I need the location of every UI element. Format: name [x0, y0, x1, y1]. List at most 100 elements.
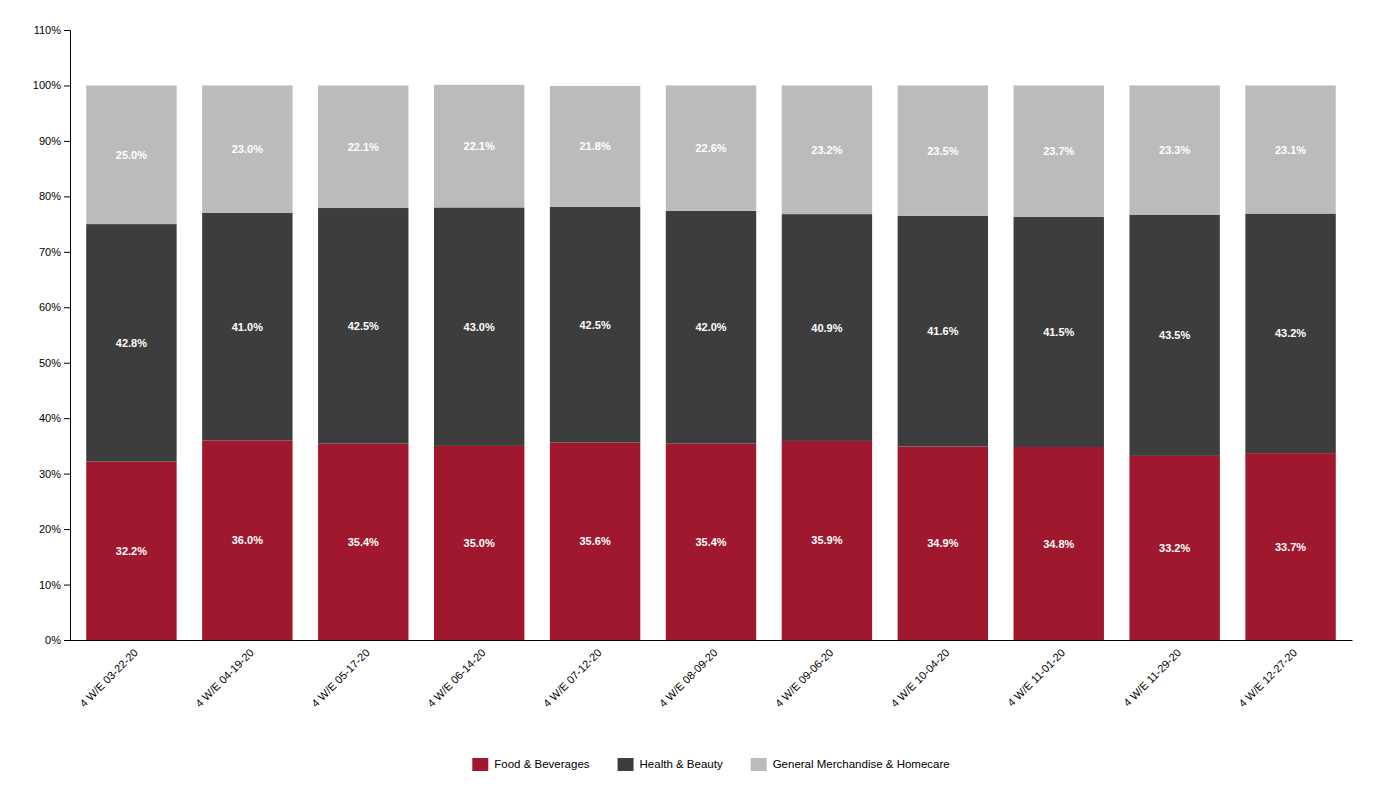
- data-label: 41.0%: [232, 321, 263, 333]
- data-label: 42.0%: [695, 321, 726, 333]
- x-tick-label: 4 W/E 08-09-20: [657, 646, 720, 709]
- y-tick-mark: [64, 141, 70, 142]
- y-tick: 80%: [39, 190, 70, 202]
- x-tick: 4 W/E 11-29-20: [1121, 640, 1183, 709]
- y-tick: 110%: [34, 24, 70, 36]
- bar-segment: [1014, 447, 1104, 640]
- data-label: 41.6%: [927, 325, 958, 337]
- bar-segment: [86, 85, 176, 224]
- data-label: 34.8%: [1043, 538, 1074, 550]
- bar-segment: [782, 85, 872, 214]
- data-label: 25.0%: [116, 149, 147, 161]
- y-tick: 70%: [39, 246, 70, 258]
- data-label: 32.2%: [116, 545, 147, 557]
- y-tick: 100%: [33, 79, 70, 91]
- legend-item: General Merchandise & Homecare: [751, 758, 950, 771]
- bar-segment: [202, 440, 292, 640]
- data-label: 35.4%: [348, 536, 379, 548]
- bar-segment: [434, 446, 524, 640]
- y-tick-label: 50%: [39, 357, 61, 369]
- legend-item: Health & Beauty: [618, 758, 723, 771]
- y-tick: 40%: [39, 412, 70, 424]
- bar-segment: [1129, 85, 1219, 214]
- series-bars: [86, 207, 1336, 462]
- y-tick-mark: [64, 640, 70, 641]
- data-label: 23.5%: [927, 145, 958, 157]
- bar-segment: [782, 214, 872, 441]
- data-label: 36.0%: [232, 534, 263, 546]
- bar-segment: [318, 444, 408, 640]
- bar-segment: [434, 207, 524, 445]
- bar-segment: [202, 85, 292, 213]
- data-label: 34.9%: [927, 537, 958, 549]
- series-bars: [86, 85, 1336, 224]
- legend-label: Health & Beauty: [640, 758, 723, 770]
- data-label: 35.4%: [695, 536, 726, 548]
- legend-item: Food & Beverages: [472, 758, 590, 771]
- bar-segment: [318, 85, 408, 208]
- data-label: 23.2%: [811, 144, 842, 156]
- data-label: 35.9%: [811, 534, 842, 546]
- x-tick: 4 W/E 03-22-20: [77, 640, 140, 709]
- x-tick-label: 4 W/E 11-01-20: [1005, 646, 1067, 708]
- data-label: 41.5%: [1043, 326, 1074, 338]
- x-tick: 4 W/E 09-06-20: [773, 640, 836, 709]
- y-tick-label: 40%: [39, 412, 61, 424]
- y-tick-mark: [64, 418, 70, 419]
- y-tick-mark: [64, 85, 70, 86]
- y-tick-label: 70%: [39, 246, 61, 258]
- x-tick-label: 4 W/E 10-04-20: [888, 646, 951, 709]
- bar-segment: [898, 216, 988, 447]
- x-tick-label: 4 W/E 12-27-20: [1236, 646, 1299, 709]
- data-label: 43.5%: [1159, 329, 1190, 341]
- bar-segment: [1014, 85, 1104, 216]
- data-label: 23.0%: [232, 143, 263, 155]
- y-tick-label: 30%: [39, 468, 61, 480]
- x-tick: 4 W/E 10-04-20: [888, 640, 951, 709]
- x-tick: 4 W/E 07-12-20: [541, 640, 604, 709]
- x-tick-label: 4 W/E 04-19-20: [193, 646, 256, 709]
- bar-segment: [898, 446, 988, 640]
- data-label: 43.0%: [464, 321, 495, 333]
- data-label: 40.9%: [811, 322, 842, 334]
- bar-segment: [1014, 217, 1104, 447]
- x-tick: 4 W/E 08-09-20: [657, 640, 720, 709]
- y-tick-label: 80%: [39, 190, 61, 202]
- y-tick: 50%: [39, 357, 70, 369]
- data-label: 42.8%: [116, 337, 147, 349]
- y-axis: 0%10%20%30%40%50%60%70%80%90%100%110%: [33, 24, 71, 646]
- y-tick: 30%: [39, 468, 70, 480]
- y-axis-line: [64, 31, 71, 641]
- y-tick-mark: [64, 529, 70, 530]
- bar-segment: [1245, 214, 1335, 454]
- bar-segment: [666, 85, 756, 210]
- legend-swatch: [618, 758, 634, 771]
- x-tick-label: 4 W/E 06-14-20: [425, 646, 488, 709]
- bar-segment: [1245, 453, 1335, 640]
- legend-label: Food & Beverages: [494, 758, 590, 770]
- series-bars: [86, 440, 1336, 640]
- x-axis: 4 W/E 03-22-204 W/E 04-19-204 W/E 05-17-…: [71, 640, 1353, 709]
- y-tick-mark: [64, 252, 70, 253]
- y-tick-label: 60%: [39, 301, 61, 313]
- x-tick-label: 4 W/E 03-22-20: [77, 646, 140, 709]
- x-tick: 4 W/E 11-01-20: [1005, 640, 1067, 709]
- data-label: 22.1%: [348, 141, 379, 153]
- x-axis-line: [71, 640, 1353, 641]
- legend-swatch: [472, 758, 488, 771]
- bar-segment: [1129, 456, 1219, 640]
- y-tick: 0%: [45, 634, 70, 646]
- bar-segment: [86, 224, 176, 461]
- y-tick-label: 100%: [33, 79, 61, 91]
- y-tick-mark: [64, 474, 70, 475]
- data-label: 35.0%: [464, 537, 495, 549]
- bar-segment: [202, 213, 292, 440]
- data-label: 43.2%: [1275, 327, 1306, 339]
- bar-segment: [782, 441, 872, 640]
- data-label: 33.2%: [1159, 542, 1190, 554]
- bar-segment: [550, 443, 640, 640]
- bar-segment: [1245, 85, 1335, 213]
- y-tick: 60%: [39, 301, 70, 313]
- y-tick-label: 110%: [34, 24, 62, 36]
- bar-segment: [898, 85, 988, 215]
